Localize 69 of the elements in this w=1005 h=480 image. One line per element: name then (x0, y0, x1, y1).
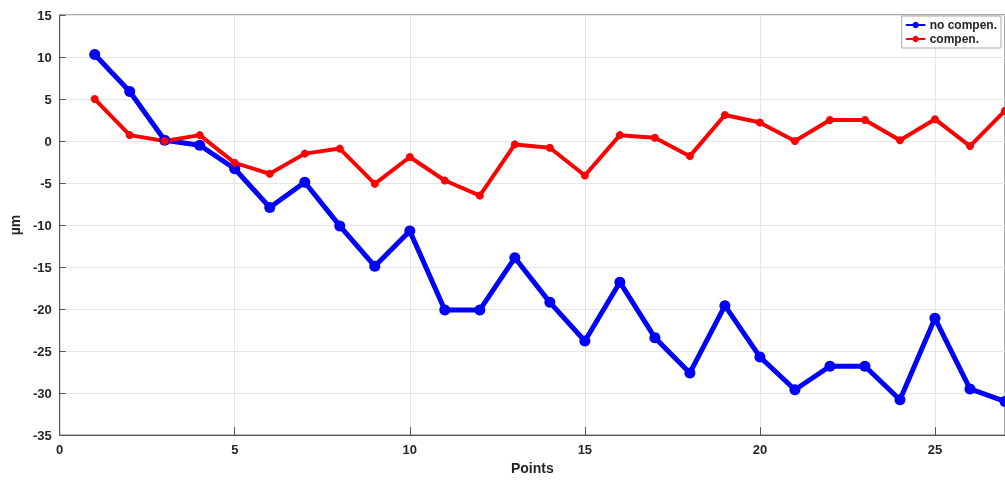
y-tick-label: -35 (32, 427, 52, 443)
point (544, 296, 556, 308)
point (334, 220, 346, 232)
point (650, 133, 659, 142)
point (894, 394, 906, 406)
legend-label: no compen. (929, 18, 998, 32)
y-tick-label: 15 (37, 7, 52, 23)
y-tick-label: -10 (32, 217, 52, 233)
point (684, 367, 696, 379)
point (89, 48, 101, 60)
point (335, 144, 344, 153)
point (649, 332, 661, 344)
point (719, 300, 731, 312)
point (194, 139, 206, 151)
point (825, 116, 834, 125)
point (369, 260, 381, 272)
point (510, 140, 519, 149)
y-tick-label: -30 (32, 385, 52, 401)
x-tick-label: 10 (402, 442, 418, 458)
x-tick-label: 20 (752, 442, 768, 458)
point (824, 360, 836, 372)
point (264, 201, 276, 213)
point (440, 176, 449, 185)
point (439, 304, 451, 316)
point (930, 115, 939, 124)
point (966, 142, 974, 151)
point (615, 131, 624, 140)
point (90, 95, 99, 104)
point (300, 149, 309, 158)
point (754, 351, 766, 363)
point (895, 136, 904, 145)
point (474, 304, 486, 316)
point (579, 335, 591, 347)
point (859, 360, 871, 372)
point (370, 179, 379, 188)
point (509, 252, 521, 264)
point (405, 153, 414, 161)
y-tick-label: -5 (40, 175, 52, 191)
point (964, 383, 976, 395)
x-tick-label: 5 (231, 442, 239, 458)
point (860, 116, 869, 125)
point (685, 152, 694, 161)
y-tick-label: -25 (32, 343, 52, 359)
point (545, 143, 554, 152)
y-tick-label: -15 (32, 259, 52, 275)
point (580, 171, 589, 180)
point (789, 384, 801, 396)
x-tick-label: 25 (927, 442, 943, 458)
point (230, 158, 239, 167)
y-tick-label: 5 (44, 91, 52, 107)
point (790, 137, 799, 146)
point (265, 169, 274, 178)
x-tick-label: 0 (56, 442, 64, 458)
y-axis-title: µm (7, 214, 23, 236)
y-tick-label: 10 (37, 49, 52, 65)
legend-label: compen. (929, 32, 980, 46)
point (614, 276, 626, 288)
point (125, 131, 134, 140)
y-tick-label: 0 (44, 133, 52, 149)
point (299, 176, 311, 188)
x-tick-label: 15 (577, 442, 593, 458)
point (124, 85, 136, 97)
point (404, 225, 416, 237)
point (755, 118, 764, 127)
x-axis-title: Points (510, 460, 554, 476)
point (195, 131, 204, 140)
point (475, 191, 484, 200)
point (720, 110, 729, 119)
y-tick-label: -20 (32, 301, 52, 317)
